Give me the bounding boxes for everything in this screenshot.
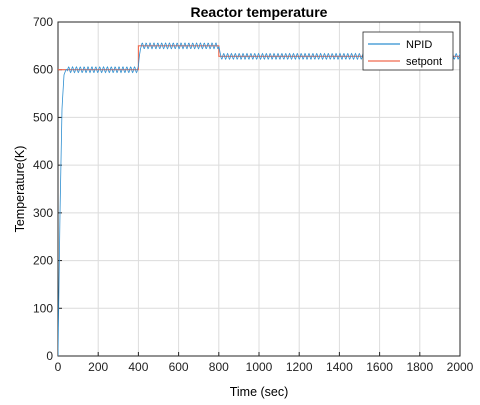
x-tick-label: 1400 (326, 360, 353, 374)
legend-box (362, 31, 454, 71)
x-tick-label: 400 (128, 360, 148, 374)
y-tick-label: 300 (33, 206, 53, 220)
y-axis: 0 100 200 300 400 500 600 700 (33, 15, 62, 363)
legend-label-npid: NPID (406, 39, 432, 51)
y-tick-label: 100 (33, 301, 53, 315)
x-tick-label: 2000 (447, 360, 474, 374)
y-tick-label: 500 (33, 110, 53, 124)
y-axis-label: Temperature(K) (13, 146, 27, 233)
x-tick-label: 1800 (406, 360, 433, 374)
y-tick-label: 700 (33, 15, 53, 29)
x-tick-label: 1600 (366, 360, 393, 374)
y-tick-label: 0 (46, 349, 53, 363)
legend-label-setpont: setpont (406, 56, 442, 68)
x-axis: 0 200 400 600 800 1000 1200 1400 1600 1800 2000 (55, 352, 474, 374)
x-tick-label: 1200 (286, 360, 313, 374)
x-tick-label: 800 (209, 360, 229, 374)
x-axis-label: Time (sec) (230, 385, 289, 399)
y-tick-label: 600 (33, 63, 53, 77)
x-tick-label: 0 (55, 360, 62, 374)
series-line-setpont (58, 45, 460, 71)
y-tick-label: 400 (33, 158, 53, 172)
chart-title: Reactor temperature (191, 4, 328, 20)
x-tick-label: 200 (88, 360, 108, 374)
legend: NPID setpont (362, 31, 454, 71)
grid (57, 21, 461, 357)
x-tick-label: 1000 (246, 360, 273, 374)
y-tick-label: 200 (33, 254, 53, 268)
x-tick-label: 600 (169, 360, 189, 374)
